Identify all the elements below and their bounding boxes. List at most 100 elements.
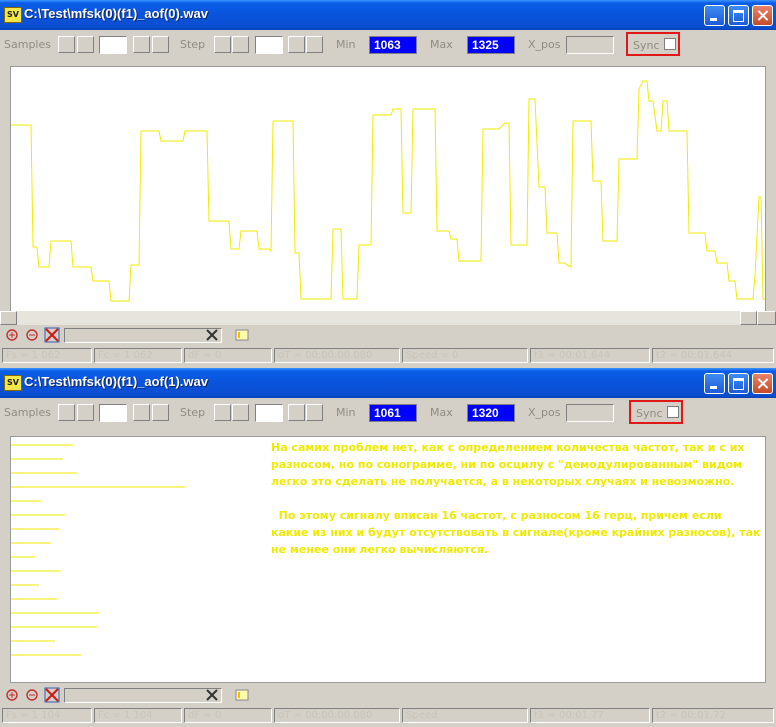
zoom-in-icon[interactable] [4, 687, 20, 703]
step-prev-button[interactable] [232, 36, 249, 53]
step-first-button[interactable] [214, 36, 231, 53]
min-value: 1061 [369, 404, 417, 422]
status-fs: Fs = 1 104 [2, 708, 92, 723]
zoom-out-icon[interactable] [24, 327, 40, 343]
minimize-button[interactable] [704, 5, 725, 26]
cursor-marker [38, 66, 39, 67]
annotation-paragraph-1: На самих проблем нет, как с определением… [271, 441, 745, 488]
status-dt: dT = 00:00:00.080 [274, 708, 400, 723]
window-title: C:\Test\mfsk(0)(f1)_aof(1).wav [24, 374, 208, 389]
max-value: 1325 [467, 36, 515, 54]
annotation-text: На самих проблем нет, как с определением… [271, 439, 761, 575]
maximize-button[interactable] [728, 373, 749, 394]
step-input[interactable] [255, 404, 283, 422]
status-t1: t1 = 00:01.77 [530, 708, 650, 723]
close-button[interactable] [752, 5, 773, 26]
samples-prev-button[interactable] [77, 404, 94, 421]
x-pos-label: X_pos [528, 406, 561, 419]
clear-icon[interactable] [204, 327, 220, 343]
app-icon: SV [4, 375, 22, 391]
samples-next-button[interactable] [133, 36, 150, 53]
sync-label: Sync [633, 39, 660, 52]
horizontal-scrollbar[interactable] [0, 311, 776, 325]
command-field[interactable] [64, 688, 222, 703]
status-t1: t1 = 00:01.644 [530, 348, 650, 363]
samples-last-button[interactable] [152, 404, 169, 421]
cursor-marker [38, 436, 39, 437]
sync-control[interactable]: Sync [626, 32, 680, 56]
window-title: C:\Test\mfsk(0)(f1)_aof(0).wav [24, 6, 208, 21]
step-next-button[interactable] [288, 36, 305, 53]
min-label: Min [336, 406, 356, 419]
zoom-in-icon[interactable] [4, 327, 20, 343]
samples-next-button[interactable] [133, 404, 150, 421]
bottom-toolbar [0, 685, 776, 705]
minimize-button[interactable] [704, 373, 725, 394]
max-label: Max [430, 406, 453, 419]
status-bar: Fs = 1 062 Fc = 1 062 dF = 0 dT = 00:00:… [0, 347, 776, 365]
waveform-trace [11, 80, 765, 302]
samples-input[interactable] [99, 36, 127, 54]
bottom-toolbar [0, 325, 776, 345]
title-bar[interactable]: SV C:\Test\mfsk(0)(f1)_aof(0).wav [0, 0, 776, 30]
step-first-button[interactable] [214, 404, 231, 421]
sync-checkbox[interactable] [667, 406, 679, 418]
status-dt: dT = 00:00:00.080 [274, 348, 400, 363]
step-input[interactable] [255, 36, 283, 54]
command-field[interactable] [64, 328, 222, 343]
samples-first-button[interactable] [58, 404, 75, 421]
x-pos-label: X_pos [528, 38, 561, 51]
samples-input[interactable] [99, 404, 127, 422]
status-fc: Fc = 1 062 [94, 348, 182, 363]
spectrum-bars [11, 444, 185, 656]
min-value: 1063 [369, 36, 417, 54]
toolbar: Samples Step Min 1061 Max 1320 X_pos Syn… [0, 398, 776, 428]
zoom-out-icon[interactable] [24, 687, 40, 703]
status-t2: t2 = 00:01.72 [652, 708, 774, 723]
wav-window-2: SV C:\Test\mfsk(0)(f1)_aof(1).wav Sample… [0, 368, 776, 727]
scroll-thumb[interactable] [757, 311, 776, 325]
marker-icon[interactable] [234, 327, 250, 343]
samples-prev-button[interactable] [77, 36, 94, 53]
step-next-button[interactable] [288, 404, 305, 421]
samples-label: Samples [4, 406, 51, 419]
status-t2: t2 = 00:01.644 [652, 348, 774, 363]
step-last-button[interactable] [306, 404, 323, 421]
scroll-right-button[interactable] [740, 311, 757, 325]
status-df: dF = 0 [184, 708, 272, 723]
sync-checkbox[interactable] [664, 38, 676, 50]
spectrum-plot[interactable]: На самих проблем нет, как с определением… [10, 436, 766, 683]
toolbar: Samples Step Min 1063 Max 1325 X_pos Syn… [0, 30, 776, 60]
status-df: dF = 0 [184, 348, 272, 363]
step-last-button[interactable] [306, 36, 323, 53]
samples-last-button[interactable] [152, 36, 169, 53]
step-label: Step [180, 38, 206, 51]
annotation-paragraph-2: По этому сигналу вписан 16 частот, с раз… [271, 509, 765, 556]
wav-window-1: SV C:\Test\mfsk(0)(f1)_aof(0).wav Sample… [0, 0, 776, 367]
status-fs: Fs = 1 062 [2, 348, 92, 363]
step-prev-button[interactable] [232, 404, 249, 421]
waveform-plot[interactable] [10, 66, 766, 312]
sync-control[interactable]: Sync [629, 400, 683, 424]
sync-label: Sync [636, 407, 663, 420]
min-label: Min [336, 38, 356, 51]
maximize-button[interactable] [728, 5, 749, 26]
close-button[interactable] [752, 373, 773, 394]
x-pos-input [566, 36, 614, 54]
status-speed: Speed = 0 [402, 348, 528, 363]
clear-icon[interactable] [204, 687, 220, 703]
marker-icon[interactable] [234, 687, 250, 703]
status-fc: Fc = 1 104 [94, 708, 182, 723]
delete-icon[interactable] [44, 687, 60, 703]
status-bar: Fs = 1 104 Fc = 1 104 dF = 0 dT = 00:00:… [0, 707, 776, 725]
samples-first-button[interactable] [58, 36, 75, 53]
title-bar[interactable]: SV C:\Test\mfsk(0)(f1)_aof(1).wav [0, 368, 776, 398]
status-speed: Speed [402, 708, 528, 723]
x-pos-input [566, 404, 614, 422]
step-label: Step [180, 406, 206, 419]
app-icon: SV [4, 7, 22, 23]
scroll-left-button[interactable] [0, 311, 17, 325]
delete-icon[interactable] [44, 327, 60, 343]
samples-label: Samples [4, 38, 51, 51]
max-label: Max [430, 38, 453, 51]
